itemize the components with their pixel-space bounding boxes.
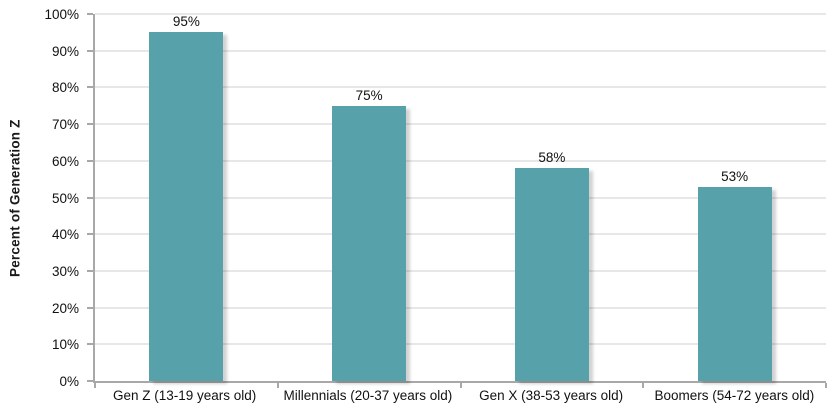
y-axis-tick-label: 60% — [51, 153, 79, 169]
gridline — [95, 196, 826, 199]
y-axis-tick-label: 70% — [51, 117, 79, 133]
y-axis-tick — [87, 233, 93, 236]
x-axis-category-label: Boomers (54-72 years old) — [654, 388, 815, 403]
y-axis-tick-label: 40% — [51, 227, 79, 243]
y-axis-tick-label: 0% — [59, 374, 79, 389]
bar-value-label: 75% — [355, 87, 383, 103]
bar — [514, 168, 589, 381]
bar-value-label: 58% — [538, 150, 566, 166]
bar-value-label: 53% — [721, 168, 749, 184]
y-axis-tick-label: 20% — [51, 300, 79, 316]
bar — [697, 186, 772, 381]
y-axis-tick — [87, 196, 93, 199]
y-axis-tick-label: 30% — [51, 263, 79, 279]
plot-area: 95% 75% 58% 53% — [87, 13, 827, 388]
x-axis-tick — [276, 383, 279, 388]
bar-value-label: 95% — [172, 14, 200, 30]
x-axis-category-label: Gen X (38-53 years old) — [479, 388, 624, 403]
gridline — [95, 13, 826, 15]
gridline — [95, 343, 826, 346]
y-axis-tick-label: 90% — [51, 43, 79, 59]
x-axis-category-labels: Gen Z (13-19 years old) Millennials (20-3… — [93, 388, 826, 412]
gridline — [95, 159, 826, 162]
gridline — [95, 269, 826, 272]
y-axis-tick — [87, 306, 93, 309]
y-axis-tick — [87, 123, 93, 126]
y-axis-tick — [87, 269, 93, 272]
y-axis-tick-label: 80% — [51, 80, 79, 96]
gridline — [95, 233, 826, 236]
bar — [149, 32, 224, 381]
y-axis-tick-label: 50% — [51, 190, 79, 206]
x-axis-category-label: Gen Z (13-19 years old) — [112, 388, 257, 403]
x-axis-tick — [825, 383, 827, 388]
bar — [332, 105, 407, 381]
y-axis-tick — [87, 343, 93, 346]
y-axis-tick-labels: 0% 10% 20% 30% 40% 50% 60% 70% 80% 90% 100% — [0, 7, 86, 389]
y-axis-tick — [87, 49, 93, 52]
x-axis-tick — [642, 383, 645, 388]
y-axis-tick — [87, 159, 93, 162]
y-axis-tick-label: 100% — [44, 7, 79, 22]
x-axis-category-label: Millennials (20-37 years old) — [283, 388, 453, 403]
y-axis-tick — [87, 380, 93, 382]
gridline — [95, 86, 826, 89]
gridline — [95, 49, 826, 52]
y-axis-tick-label: 10% — [51, 337, 79, 353]
gridline — [95, 123, 826, 126]
x-axis-tick — [459, 383, 462, 388]
x-axis-tick — [94, 383, 96, 388]
y-axis-tick — [87, 13, 93, 15]
y-axis-tick — [87, 86, 93, 89]
gridline — [95, 306, 826, 309]
